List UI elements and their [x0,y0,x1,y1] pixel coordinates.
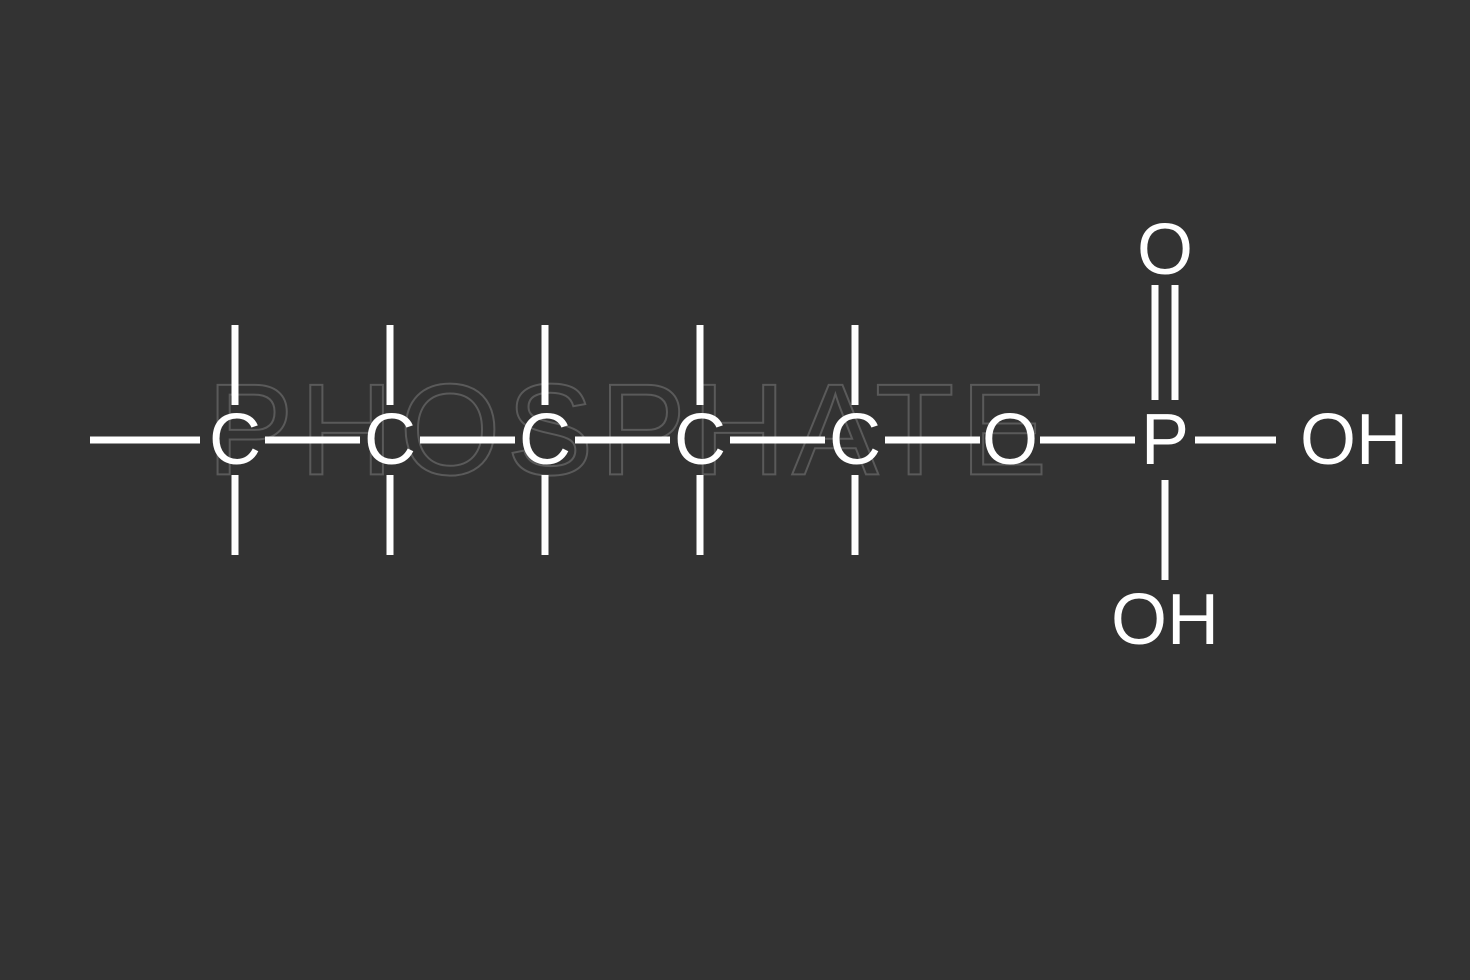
atom-5: O [982,400,1038,480]
atom-4: C [829,400,881,480]
atom-bottom-oh: OH [1111,580,1219,660]
molecule-canvas: PHOSPHATEC C C C C O P OH O OH [0,0,1470,980]
atom-3: C [674,400,726,480]
atom-0: C [209,400,261,480]
atom-7: OH [1300,400,1408,480]
atom-1: C [364,400,416,480]
atom-6: P [1141,400,1189,480]
atom-top-o: O [1137,210,1193,290]
atom-2: C [519,400,571,480]
watermark-text: PHOSPHATE [207,356,1053,502]
